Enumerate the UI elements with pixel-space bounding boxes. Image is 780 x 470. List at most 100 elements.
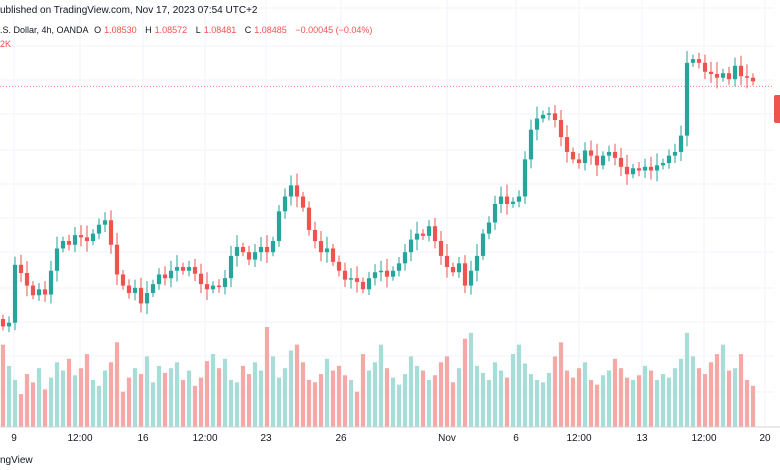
- candle-body: [324, 248, 330, 253]
- candle-body: [582, 150, 588, 164]
- volume-bar: [138, 374, 144, 427]
- candle-body: [672, 151, 678, 156]
- volume-bar: [450, 382, 456, 427]
- volume-bar: [558, 342, 564, 427]
- volume-bar: [408, 356, 414, 427]
- candle-body: [540, 114, 546, 119]
- candle-body: [696, 59, 702, 63]
- volume-bar: [270, 356, 276, 427]
- candle-body: [684, 62, 690, 136]
- volume-bar: [534, 379, 540, 427]
- candle-body: [498, 196, 504, 204]
- volume-bar: [144, 356, 150, 427]
- candle-body: [108, 220, 114, 245]
- volume-bar: [468, 332, 474, 427]
- volume-bar: [30, 382, 36, 427]
- volume-bar: [486, 379, 492, 427]
- candle-body: [426, 226, 432, 236]
- candle-body: [0, 319, 6, 327]
- volume-bar: [690, 356, 696, 427]
- candle-body: [210, 285, 216, 290]
- change-value: −0.00045 (−0.04%): [295, 25, 373, 35]
- x-axis-ticks: 9 12:00 16 12:00 23 26 Nov 6 12:00 13 12:00 20: [11, 433, 771, 444]
- candle-body: [132, 287, 138, 294]
- volume-bar: [264, 327, 270, 427]
- candle-body: [678, 135, 684, 152]
- candle-body: [552, 113, 558, 121]
- symbol-label[interactable]: .S. Dollar, 4h, OANDA: [0, 25, 89, 35]
- volume-bar: [192, 385, 198, 427]
- candle-body: [612, 151, 618, 158]
- volume-bar: [210, 354, 216, 427]
- candle-body: [246, 252, 252, 260]
- volume-bar: [414, 365, 420, 427]
- candle-body: [510, 201, 516, 204]
- candle-body: [264, 246, 270, 253]
- candle-body: [546, 113, 552, 115]
- volume-bar: [426, 379, 432, 427]
- volume-bar: [540, 382, 546, 427]
- volume-bar: [234, 382, 240, 427]
- volume-bar: [504, 377, 510, 427]
- open-value: O 1.08530: [94, 25, 137, 35]
- volume-bar: [624, 377, 630, 427]
- candle-body: [72, 235, 78, 245]
- x-tick-label: 12:00: [566, 433, 591, 444]
- candle-body: [318, 241, 324, 253]
- candle-body: [408, 239, 414, 253]
- volume-bar: [18, 394, 24, 427]
- candle-body: [378, 270, 384, 273]
- volume-bar: [294, 344, 300, 427]
- volume-bar: [330, 370, 336, 427]
- candle-body: [66, 241, 72, 245]
- candle-body: [744, 76, 750, 78]
- ohlc-legend: .S. Dollar, 4h, OANDA O 1.08530 H 1.08572 …: [0, 25, 375, 35]
- candle-body: [570, 151, 576, 160]
- volume-bar: [24, 374, 30, 427]
- volume-bar: [312, 382, 318, 427]
- candle-body: [384, 270, 390, 277]
- candle-body: [156, 274, 162, 285]
- volume-bar: [84, 354, 90, 427]
- volume-bar: [660, 374, 666, 427]
- x-tick-label: 9: [11, 433, 17, 444]
- tradingview-brand: ngView: [0, 455, 33, 466]
- x-tick-label: 16: [137, 433, 149, 444]
- volume-bar: [384, 368, 390, 427]
- candle-body: [606, 151, 612, 156]
- candlesticks: [0, 50, 756, 333]
- candle-body: [720, 73, 726, 78]
- volume-bar: [102, 370, 108, 427]
- volume-bar: [390, 377, 396, 427]
- volume-bar: [252, 362, 258, 427]
- candle-body: [306, 207, 312, 230]
- candle-body: [522, 159, 528, 197]
- volume-bar: [12, 379, 18, 427]
- candle-body: [60, 241, 66, 249]
- x-tick-label: 12:00: [691, 433, 716, 444]
- volume-bar: [372, 362, 378, 427]
- candle-body: [270, 241, 276, 253]
- volume-bar: [702, 374, 708, 427]
- volume-bar: [378, 344, 384, 427]
- candle-body: [276, 211, 282, 242]
- volume-bar: [60, 370, 66, 427]
- candle-body: [78, 235, 84, 238]
- last-price-tag[interactable]: [774, 95, 780, 123]
- candle-body: [630, 168, 636, 175]
- volume-bar: [438, 362, 444, 427]
- candle-body: [492, 203, 498, 223]
- volume-bar: [678, 358, 684, 427]
- volume-bar: [582, 362, 588, 427]
- candle-body: [216, 285, 222, 288]
- candle-body: [6, 322, 12, 327]
- candle-body: [420, 233, 426, 236]
- volume-bar: [714, 354, 720, 427]
- volume-bar: [672, 368, 678, 427]
- candle-body: [618, 157, 624, 167]
- x-tick-label: 20: [759, 433, 771, 444]
- candle-body: [252, 252, 258, 260]
- volume-bar: [288, 350, 294, 427]
- volume-bar: [186, 370, 192, 427]
